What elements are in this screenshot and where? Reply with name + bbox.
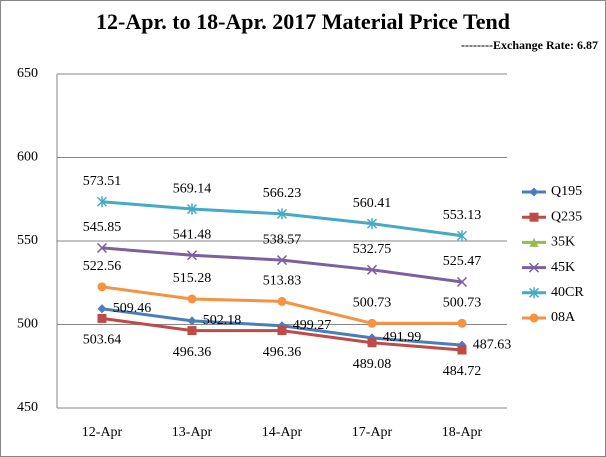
marker — [529, 187, 539, 197]
y-tick-label: 500 — [17, 317, 38, 332]
legend-label: 40CR — [551, 285, 584, 300]
y-tick-label: 550 — [17, 233, 38, 248]
legend-label: Q195 — [551, 184, 582, 199]
x-tick-label: 14-Apr — [262, 425, 303, 440]
marker — [529, 237, 539, 247]
data-label: 541.48 — [173, 227, 212, 242]
legend-label: 08A — [551, 310, 576, 325]
marker — [96, 196, 108, 208]
marker — [528, 287, 540, 299]
data-label: 502.18 — [203, 313, 242, 328]
marker — [457, 345, 467, 355]
marker — [456, 230, 468, 242]
data-label: 569.14 — [173, 181, 212, 196]
y-tick-label: 600 — [17, 150, 38, 165]
marker — [529, 212, 539, 222]
data-label: 491.99 — [383, 330, 422, 345]
marker — [456, 276, 468, 287]
data-label: 513.83 — [263, 274, 302, 289]
data-label: 545.85 — [83, 220, 122, 235]
data-label: 503.64 — [83, 333, 122, 348]
marker — [277, 326, 287, 336]
marker — [97, 313, 107, 323]
data-label: 573.51 — [83, 174, 122, 189]
data-label: 532.75 — [353, 242, 392, 257]
marker — [97, 304, 107, 314]
data-label: 489.08 — [353, 357, 392, 372]
marker — [366, 264, 378, 275]
marker — [366, 218, 378, 230]
marker — [276, 208, 288, 220]
marker — [96, 242, 108, 253]
marker — [529, 313, 539, 323]
data-label: 525.47 — [443, 254, 482, 269]
marker — [276, 255, 288, 266]
data-label: 566.23 — [263, 186, 302, 201]
x-tick-label: 13-Apr — [172, 425, 213, 440]
data-label: 499.27 — [293, 318, 332, 333]
marker — [187, 316, 197, 326]
data-label: 522.56 — [83, 259, 122, 274]
data-label: 515.28 — [173, 271, 212, 286]
marker — [187, 326, 197, 336]
data-label: 538.57 — [263, 232, 302, 247]
marker — [187, 294, 197, 304]
data-label: 500.73 — [443, 295, 482, 310]
data-label: 484.72 — [443, 364, 482, 379]
legend-label: 35K — [551, 235, 575, 250]
data-label: 487.63 — [473, 337, 512, 352]
marker — [186, 250, 198, 261]
data-label: 560.41 — [353, 196, 392, 211]
y-tick-label: 650 — [17, 66, 38, 81]
chart-title: 12-Apr. to 18-Apr. 2017 Material Price T… — [96, 9, 510, 34]
marker — [97, 282, 107, 292]
data-label: 553.13 — [443, 208, 482, 223]
marker — [528, 262, 540, 273]
data-label: 496.36 — [263, 345, 302, 360]
x-tick-label: 18-Apr — [442, 425, 483, 440]
marker — [186, 203, 198, 215]
marker — [367, 338, 377, 348]
y-tick-label: 450 — [17, 400, 38, 415]
marker — [277, 296, 287, 306]
data-label: 496.36 — [173, 345, 212, 360]
data-label: 509.46 — [113, 301, 152, 316]
marker — [457, 318, 467, 328]
data-label: 500.73 — [353, 295, 392, 310]
x-tick-label: 12-Apr — [82, 425, 123, 440]
x-tick-label: 17-Apr — [352, 425, 393, 440]
chart-subtitle: --------Exchange Rate: 6.87 — [461, 38, 598, 52]
marker — [367, 318, 377, 328]
legend-label: 45K — [551, 260, 575, 275]
legend-label: Q235 — [551, 209, 582, 224]
